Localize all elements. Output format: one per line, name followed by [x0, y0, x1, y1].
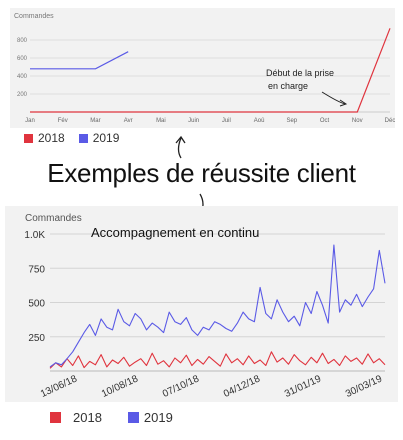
top-x-tick-label: Aoû — [254, 118, 265, 124]
top-y-tick-label: 200 — [17, 92, 28, 98]
bottom-x-tick-label: 13/06/18 — [39, 373, 79, 400]
top-legend-label-2018: 2018 — [38, 131, 65, 145]
bottom-chart-panel: Commandes 250 500 750 1.0K 13/06/18 10/08/18… — [5, 206, 398, 402]
top-annotation-arrowhead — [339, 99, 348, 107]
bottom-legend-item-2019: 2019 — [127, 410, 173, 425]
top-x-tick-label: Juin — [188, 118, 199, 124]
top-chart-panel: Commandes 200 400 600 800 Jan Fév Mar Avr Mai Ju… — [10, 8, 395, 128]
top-x-tick-label: Déc — [385, 118, 395, 124]
bottom-legend-swatch-2019 — [127, 412, 139, 423]
top-legend-label-2019: 2019 — [92, 131, 120, 145]
top-x-tick-label: Juil — [222, 118, 231, 124]
bottom-legend-item-2018: 2018 — [50, 410, 102, 425]
bottom-y-tick-label: 250 — [28, 333, 45, 344]
bottom-y-tick-label: 500 — [28, 299, 45, 310]
top-x-tick-label: Fév — [58, 118, 68, 124]
top-x-tick-label: Nov — [352, 118, 363, 124]
bottom-legend-label-2018: 2018 — [73, 410, 102, 425]
main-title: Exemples de réussite client — [47, 158, 356, 188]
top-y-tick-label: 800 — [17, 38, 28, 44]
top-legend-swatch-2019 — [78, 133, 88, 143]
bottom-x-tick-label: 10/08/18 — [100, 373, 140, 400]
top-series-line-2018 — [30, 28, 391, 113]
bottom-series-line-2019 — [49, 244, 386, 368]
top-annotation-arrow — [321, 91, 346, 105]
top-y-tick-label: 400 — [17, 74, 28, 80]
bottom-x-tick-label: 07/10/18 — [161, 373, 201, 400]
bottom-legend-label-2019: 2019 — [143, 410, 173, 425]
curved-arrow-up-icon — [175, 135, 186, 159]
top-x-tick-label: Mai — [156, 118, 166, 124]
bottom-series-line-2018 — [49, 351, 386, 369]
top-x-tick-label: Sep — [286, 118, 297, 124]
bottom-x-tick-label: 31/01/19 — [283, 373, 323, 400]
top-legend: 2018 2019 — [24, 131, 133, 145]
bottom-y-tick-label: 750 — [28, 264, 45, 275]
top-x-tick-label: Avr — [124, 118, 133, 124]
bottom-x-tick-label: 30/03/19 — [344, 373, 384, 400]
top-legend-swatch-2018 — [24, 133, 33, 143]
top-legend-item-2018: 2018 — [24, 131, 65, 145]
bottom-annotation: Accompagnement en continu — [91, 225, 259, 240]
bottom-chart: Commandes 250 500 750 1.0K 13/06/18 10/08/18… — [24, 213, 386, 400]
top-y-axis-title: Commandes — [14, 13, 54, 20]
top-chart: Commandes 200 400 600 800 Jan Fév Mar Avr Mai Ju… — [14, 13, 395, 124]
top-x-tick-label: Jan — [25, 118, 35, 124]
bottom-y-axis-title: Commandes — [25, 213, 82, 224]
top-series-line-2019 — [30, 51, 129, 70]
top-x-tick-label: Mar — [90, 118, 100, 124]
bottom-legend-swatch-2018 — [50, 412, 61, 423]
bottom-y-tick-label: 1.0K — [24, 230, 45, 241]
bottom-x-tick-label: 04/12/18 — [222, 373, 262, 400]
bottom-legend: 2018 2019 — [50, 410, 187, 425]
top-annotation-line-2: en charge — [268, 81, 308, 91]
top-x-tick-label: Oct — [320, 118, 330, 124]
top-legend-item-2019: 2019 — [78, 131, 120, 145]
top-annotation-line-1: Début de la prise — [266, 68, 334, 78]
top-y-tick-label: 600 — [17, 56, 28, 62]
